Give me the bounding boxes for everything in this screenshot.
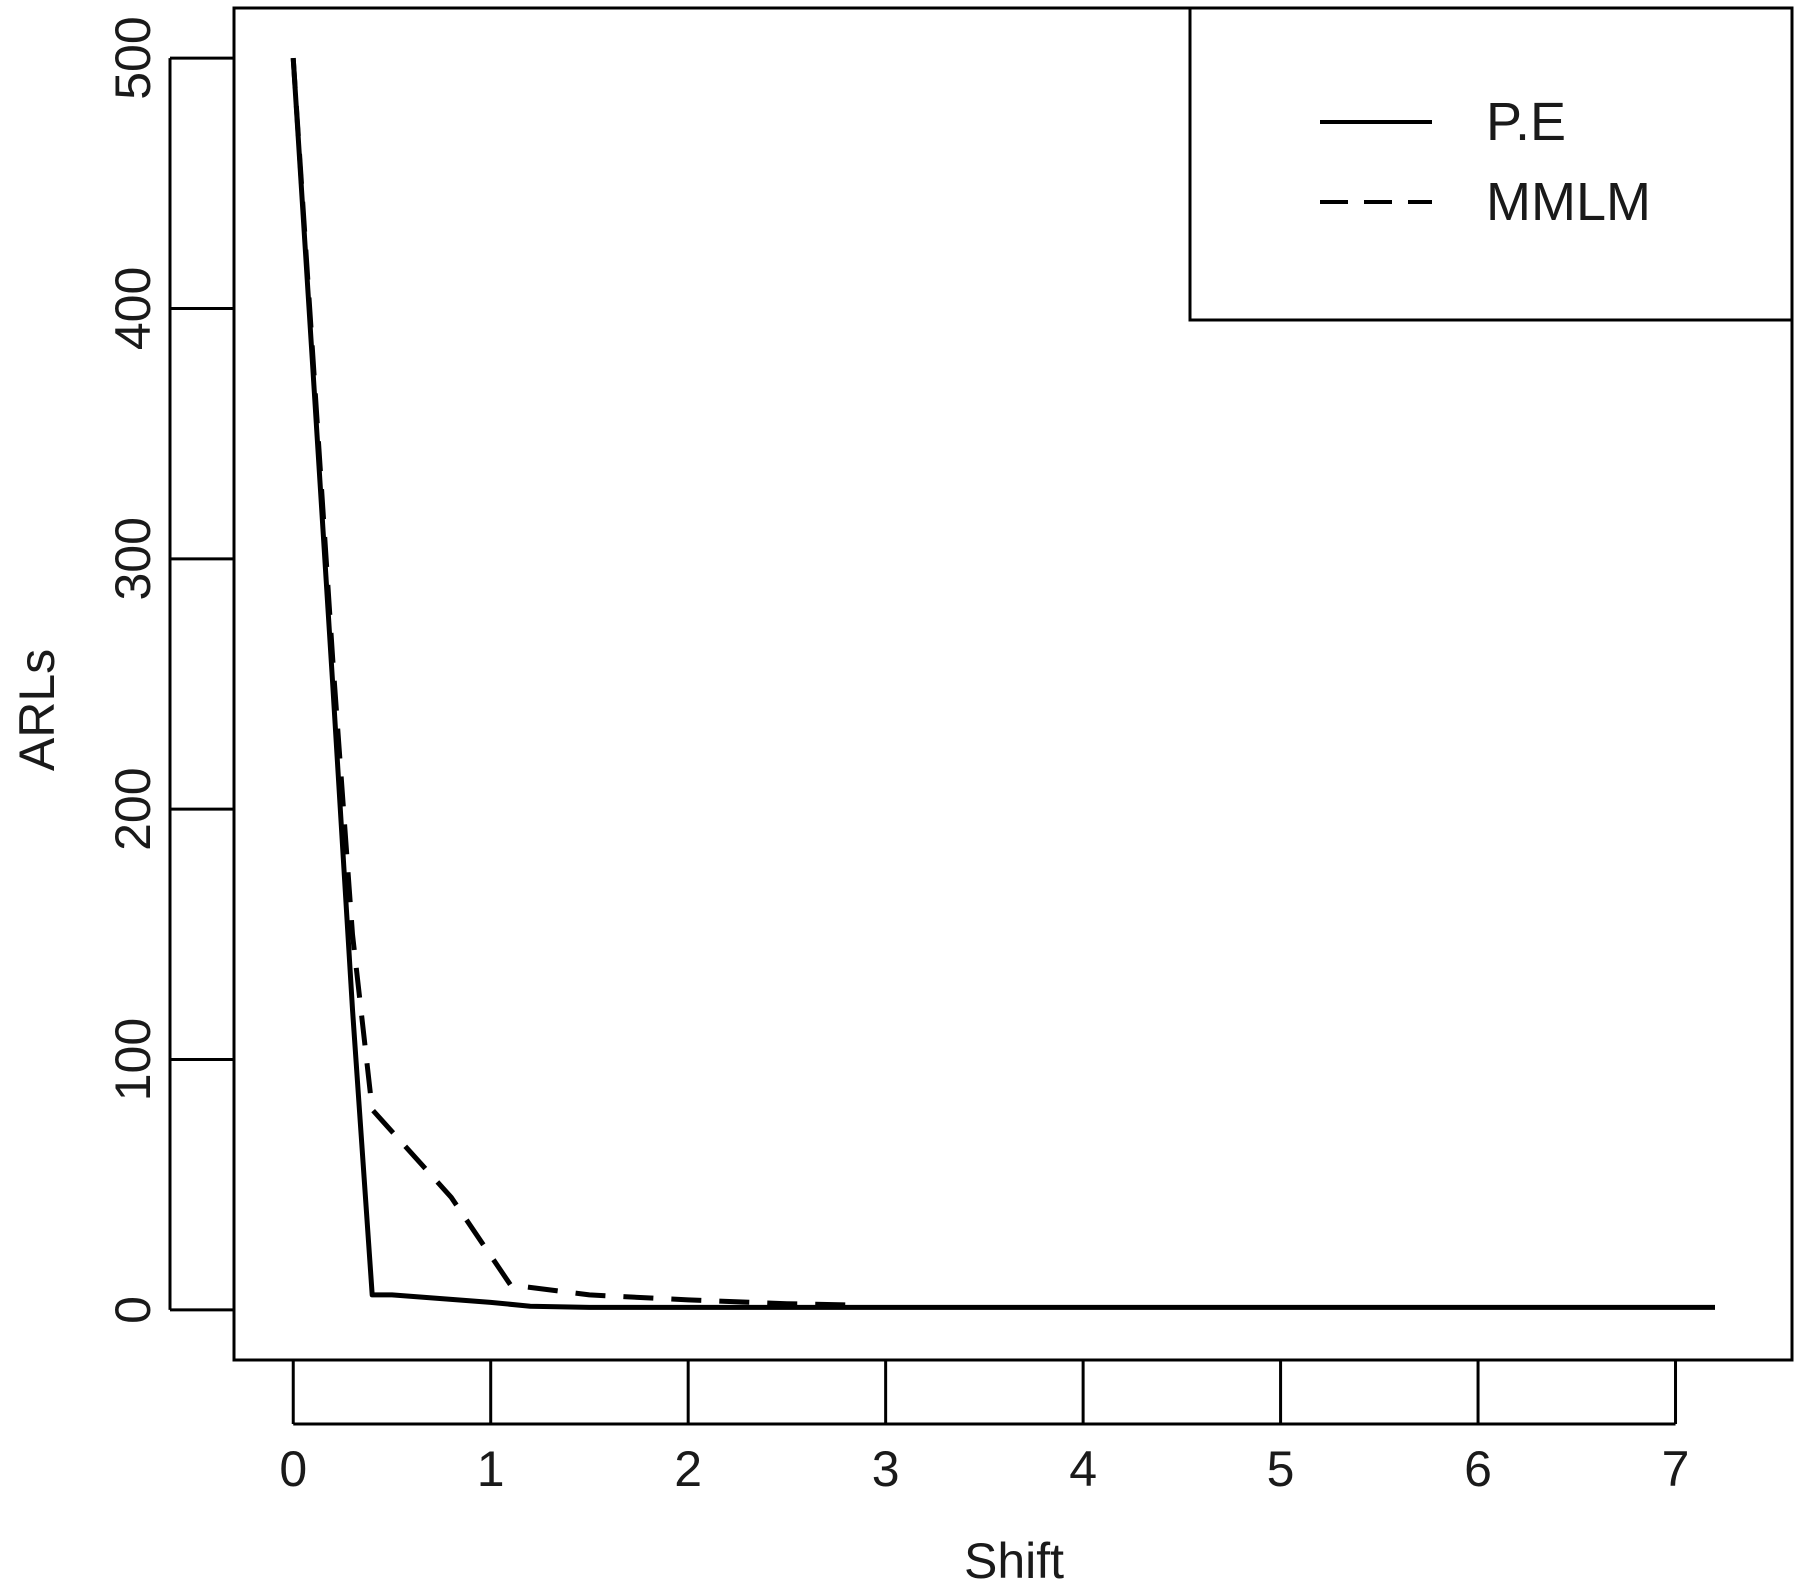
x-tick-label: 1 [477,1441,505,1497]
legend-label: MMLM [1486,172,1651,232]
y-tick-label: 300 [105,517,161,600]
x-tick-label: 6 [1464,1441,1492,1497]
plot-frame [232,6,1794,1362]
legend: P.E MMLM [1188,6,1794,322]
y-tick-label: 0 [105,1296,161,1324]
legend-box [1188,6,1794,322]
x-tick-label: 5 [1267,1441,1295,1497]
series-layer [290,57,1715,1310]
series-line-p-e [290,57,1715,1310]
y-tick-label: 500 [105,16,161,99]
y-axis-label: ARLs [9,649,65,771]
x-tick-label: 3 [872,1441,900,1497]
x-tick-label: 7 [1662,1441,1690,1497]
x-tick-label: 0 [279,1441,307,1497]
y-tick-label: 100 [105,1018,161,1101]
x-tick-label: 4 [1069,1441,1097,1497]
y-tick-label: 200 [105,767,161,850]
axes-layer: 0 1 2 3 4 5 6 7 0 100 200 300 400 500 [105,6,1794,1497]
x-axis-label: Shift [964,1533,1064,1584]
x-tick-label: 2 [674,1441,702,1497]
y-tick-label: 400 [105,267,161,350]
series-line-mmlm [290,57,847,1308]
legend-label: P.E [1486,92,1566,152]
